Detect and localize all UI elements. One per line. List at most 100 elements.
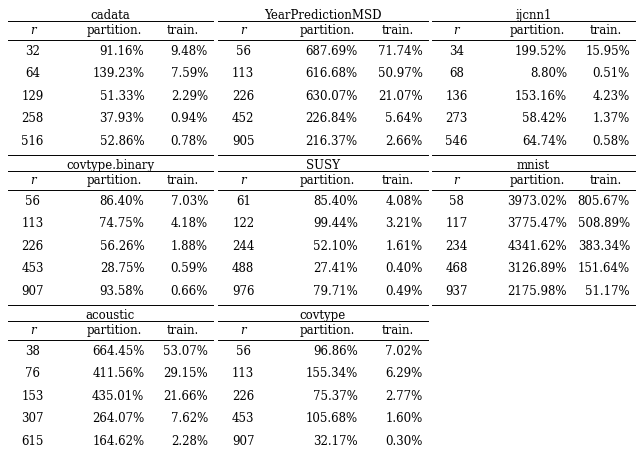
Text: train.: train. [167, 324, 200, 337]
Text: 32: 32 [25, 45, 40, 58]
Text: 99.44%: 99.44% [313, 217, 358, 230]
Text: ijcnn1: ijcnn1 [515, 9, 552, 22]
Text: 68: 68 [449, 67, 464, 80]
Text: 29.15%: 29.15% [163, 367, 208, 380]
Text: 96.86%: 96.86% [313, 345, 358, 358]
Text: 226.84%: 226.84% [306, 112, 358, 125]
Text: r: r [30, 24, 35, 38]
Text: 76: 76 [25, 367, 40, 380]
Text: 32.17%: 32.17% [313, 435, 358, 448]
Text: 129: 129 [22, 90, 44, 103]
Text: covtype.binary: covtype.binary [67, 159, 155, 172]
Text: 58: 58 [449, 195, 464, 208]
Text: 50.97%: 50.97% [378, 67, 423, 80]
Text: partition.: partition. [87, 174, 142, 188]
Text: 907: 907 [21, 285, 44, 298]
Text: r: r [454, 174, 459, 188]
Text: r: r [241, 174, 246, 188]
Text: 5.64%: 5.64% [385, 112, 423, 125]
Text: 546: 546 [445, 135, 468, 148]
Text: 153.16%: 153.16% [515, 90, 567, 103]
Text: 79.71%: 79.71% [313, 285, 358, 298]
Text: 28.75%: 28.75% [100, 262, 145, 275]
Text: 2.66%: 2.66% [385, 135, 423, 148]
Text: partition.: partition. [87, 324, 142, 337]
Text: 105.68%: 105.68% [305, 412, 358, 425]
Text: 615: 615 [21, 435, 44, 448]
Text: 273: 273 [445, 112, 468, 125]
Text: 4.23%: 4.23% [593, 90, 630, 103]
Text: 3973.02%: 3973.02% [508, 195, 567, 208]
Text: 905: 905 [232, 135, 255, 148]
Text: 56.26%: 56.26% [100, 240, 145, 253]
Text: 3775.47%: 3775.47% [507, 217, 567, 230]
Text: 616.68%: 616.68% [305, 67, 358, 80]
Text: 2.29%: 2.29% [171, 90, 208, 103]
Text: 52.86%: 52.86% [100, 135, 145, 148]
Text: 117: 117 [445, 217, 467, 230]
Text: 226: 226 [232, 390, 254, 403]
Text: 51.33%: 51.33% [100, 90, 145, 103]
Text: 383.34%: 383.34% [578, 240, 630, 253]
Text: 113: 113 [232, 67, 254, 80]
Text: 226: 226 [22, 240, 44, 253]
Text: 0.78%: 0.78% [171, 135, 208, 148]
Text: partition.: partition. [510, 24, 565, 38]
Text: 58.42%: 58.42% [522, 112, 567, 125]
Text: 907: 907 [232, 435, 255, 448]
Text: 2.28%: 2.28% [171, 435, 208, 448]
Text: 21.66%: 21.66% [163, 390, 208, 403]
Text: partition.: partition. [510, 174, 565, 188]
Text: train.: train. [381, 324, 413, 337]
Text: 0.40%: 0.40% [385, 262, 423, 275]
Text: 468: 468 [445, 262, 468, 275]
Text: train.: train. [381, 24, 413, 38]
Text: 630.07%: 630.07% [305, 90, 358, 103]
Text: 139.23%: 139.23% [92, 67, 145, 80]
Text: 805.67%: 805.67% [578, 195, 630, 208]
Text: 664.45%: 664.45% [92, 345, 145, 358]
Text: 7.02%: 7.02% [385, 345, 423, 358]
Text: 244: 244 [232, 240, 254, 253]
Text: 153: 153 [21, 390, 44, 403]
Text: 937: 937 [445, 285, 468, 298]
Text: 1.61%: 1.61% [386, 240, 423, 253]
Text: 21.07%: 21.07% [378, 90, 423, 103]
Text: mnist: mnist [517, 159, 550, 172]
Text: 6.29%: 6.29% [385, 367, 423, 380]
Text: 74.75%: 74.75% [99, 217, 145, 230]
Text: 307: 307 [21, 412, 44, 425]
Text: 7.03%: 7.03% [170, 195, 208, 208]
Text: 2.77%: 2.77% [385, 390, 423, 403]
Text: 38: 38 [25, 345, 40, 358]
Text: 226: 226 [232, 90, 254, 103]
Text: 122: 122 [232, 217, 254, 230]
Text: 0.59%: 0.59% [170, 262, 208, 275]
Text: 1.60%: 1.60% [385, 412, 423, 425]
Text: r: r [241, 24, 246, 38]
Text: 453: 453 [21, 262, 44, 275]
Text: 64.74%: 64.74% [522, 135, 567, 148]
Text: partition.: partition. [87, 24, 142, 38]
Text: 258: 258 [22, 112, 44, 125]
Text: YearPredictionMSD: YearPredictionMSD [264, 9, 381, 22]
Text: 155.34%: 155.34% [305, 367, 358, 380]
Text: 0.94%: 0.94% [170, 112, 208, 125]
Text: covtype: covtype [300, 308, 346, 322]
Text: 113: 113 [22, 217, 44, 230]
Text: 71.74%: 71.74% [378, 45, 423, 58]
Text: 3.21%: 3.21% [386, 217, 423, 230]
Text: 27.41%: 27.41% [313, 262, 358, 275]
Text: 976: 976 [232, 285, 255, 298]
Text: 85.40%: 85.40% [313, 195, 358, 208]
Text: partition.: partition. [300, 174, 355, 188]
Text: 411.56%: 411.56% [92, 367, 145, 380]
Text: 34: 34 [449, 45, 464, 58]
Text: 3126.89%: 3126.89% [508, 262, 567, 275]
Text: 56: 56 [236, 45, 251, 58]
Text: SUSY: SUSY [306, 159, 340, 172]
Text: 4.08%: 4.08% [385, 195, 423, 208]
Text: 164.62%: 164.62% [92, 435, 145, 448]
Text: 93.58%: 93.58% [100, 285, 145, 298]
Text: 452: 452 [232, 112, 254, 125]
